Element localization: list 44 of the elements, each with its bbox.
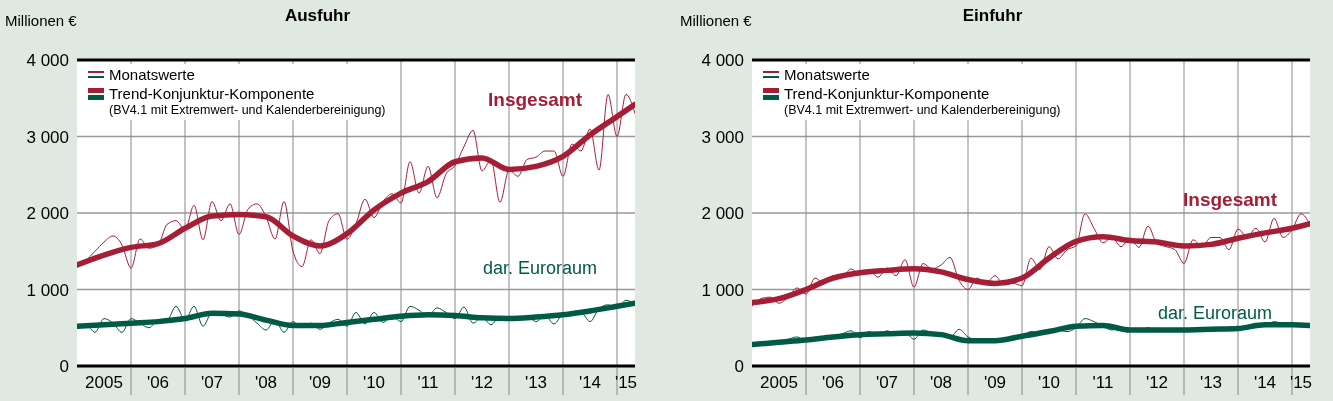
x-tick-label: '15 [614, 373, 638, 392]
legend-label: Trend-Konjunktur-Komponente (BV4.1 mit Extremwert- und Kalenderbereinigung) [109, 85, 386, 117]
chart-title: Einfuhr [962, 6, 1023, 25]
y-tick-label: 1 000 [26, 280, 69, 300]
x-tick-label: '14 [1253, 373, 1277, 392]
annotation: dar. Euroraum [482, 257, 598, 279]
y-tick-label: 3 000 [701, 127, 744, 147]
legend-label: Trend-Konjunktur-Komponente (BV4.1 mit Extremwert- und Kalenderbereinigung) [784, 85, 1061, 117]
x-tick-label: '07 [200, 373, 224, 392]
y-tick-label: 2 000 [701, 204, 744, 224]
legend-label: Monatswerte [784, 66, 870, 84]
x-tick-label: 2005 [760, 373, 798, 392]
x-tick-label: '06 [146, 373, 170, 392]
x-tick-label: '06 [821, 373, 845, 392]
y-tick-label: 4 000 [26, 51, 69, 71]
y-tick-label: 4 000 [701, 51, 744, 71]
annotation: dar. Euroraum [1157, 302, 1273, 324]
x-tick-label: '13 [524, 373, 548, 392]
x-tick-label: '08 [929, 373, 953, 392]
annotation: Insgesamt [488, 89, 582, 111]
x-tick-label: '15 [1289, 373, 1313, 392]
y-tick-label: 1 000 [701, 280, 744, 300]
x-tick-label: '09 [308, 373, 332, 392]
annotation: Insgesamt [1183, 189, 1277, 211]
y-tick-label: 0 [734, 357, 744, 377]
x-tick-label: '07 [875, 373, 899, 392]
chart-title: Ausfuhr [284, 6, 351, 25]
y-axis-title: Millionen € [680, 12, 752, 29]
x-tick-label: '10 [362, 373, 386, 392]
y-tick-label: 2 000 [26, 204, 69, 224]
y-axis-title: Millionen € [5, 12, 77, 29]
x-tick-label: 2005 [85, 373, 123, 392]
x-tick-label: '09 [983, 373, 1007, 392]
x-tick-label: '13 [1199, 373, 1223, 392]
y-tick-label: 0 [59, 357, 69, 377]
x-tick-label: '10 [1037, 373, 1061, 392]
x-tick-label: '14 [578, 373, 602, 392]
x-tick-label: '11 [1092, 373, 1114, 392]
y-tick-label: 3 000 [26, 127, 69, 147]
legend-label: Monatswerte [109, 66, 195, 84]
x-tick-label: '08 [254, 373, 278, 392]
x-tick-label: '11 [417, 373, 439, 392]
x-tick-label: '12 [1145, 373, 1169, 392]
x-tick-label: '12 [470, 373, 494, 392]
